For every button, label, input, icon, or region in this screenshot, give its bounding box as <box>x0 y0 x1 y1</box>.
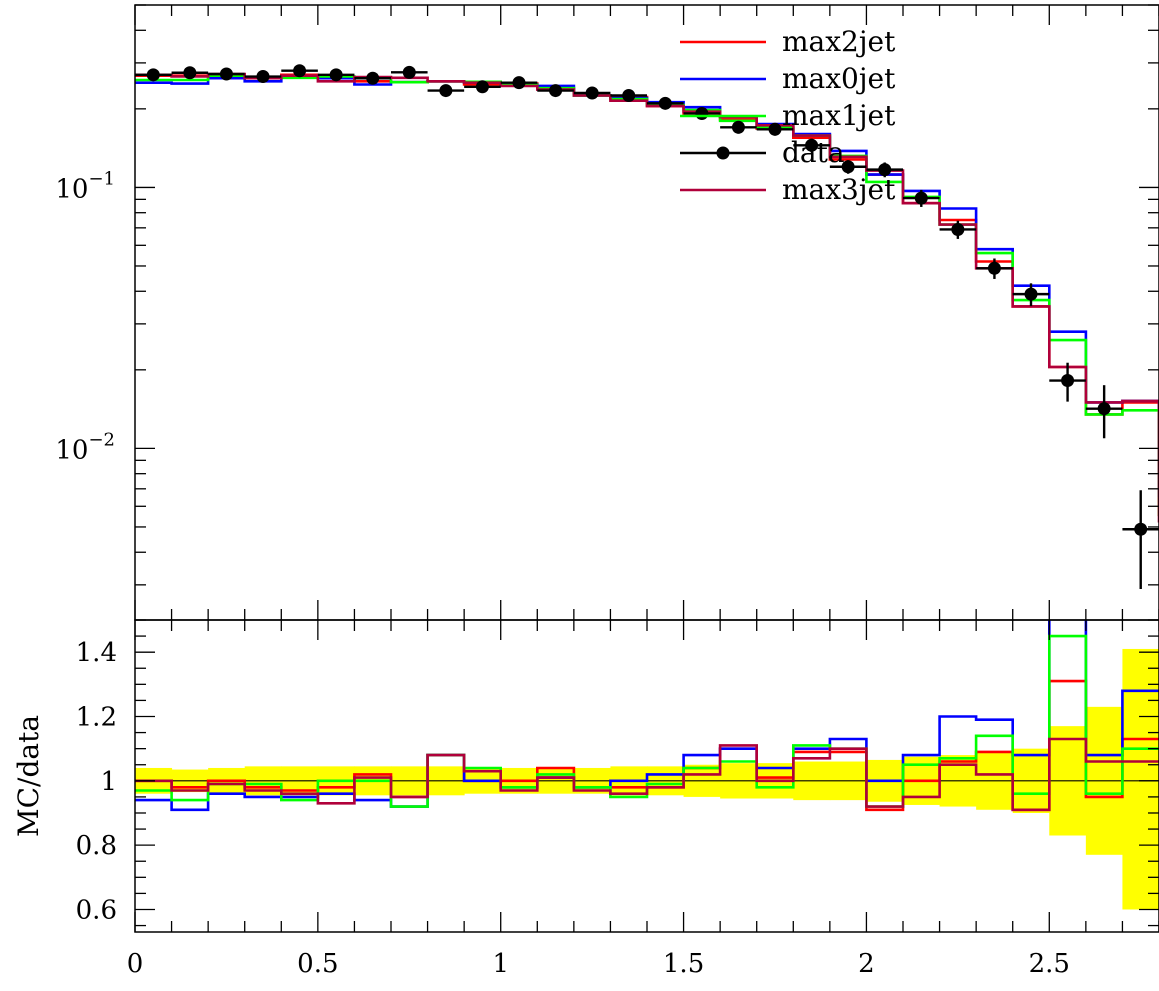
main-series-max3jet <box>135 72 1159 523</box>
x-tick-label: 1.5 <box>663 949 704 979</box>
ratio-band-bin <box>1122 648 1159 910</box>
data-point <box>391 65 428 79</box>
data-point <box>135 68 172 82</box>
data-point <box>1012 283 1050 307</box>
data-point-marker <box>1061 374 1075 388</box>
main-y-tick-base: 10 <box>55 174 88 204</box>
main-y-tick-base: 10 <box>55 435 88 465</box>
legend-entry-max2jet: max2jet <box>680 25 896 58</box>
data-point-marker <box>402 65 416 79</box>
main-series-max2jet <box>135 73 1159 517</box>
data-point-marker <box>1024 287 1038 301</box>
data-point-marker <box>366 71 380 85</box>
legend-label: max1jet <box>782 99 896 132</box>
legend-label: max2jet <box>782 25 896 58</box>
legend-marker <box>716 146 730 160</box>
x-tick-label: 2 <box>858 949 875 979</box>
data-point <box>573 86 611 100</box>
x-tick-label: 1 <box>492 949 509 979</box>
ratio-y-tick-label: 1.4 <box>76 638 117 668</box>
data-point-marker <box>549 84 563 98</box>
main-panel: 10−110−2 <box>55 4 1159 621</box>
main-series-max0jet <box>135 75 1159 498</box>
ratio-y-tick-label: 0.8 <box>76 831 117 861</box>
data-point <box>720 120 757 134</box>
data-point-marker <box>585 86 599 100</box>
data-point-marker <box>439 84 453 98</box>
legend-entry-max0jet: max0jet <box>680 62 896 95</box>
data-point-marker <box>658 96 672 110</box>
data-point <box>244 70 282 84</box>
data-point-marker <box>293 64 307 78</box>
data-point <box>1049 362 1086 402</box>
ratio-series-max1jet <box>135 634 1159 808</box>
main-y-tick-exponent: −2 <box>88 429 115 450</box>
legend-entry-max3jet: max3jet <box>680 173 896 206</box>
data-point <box>1085 385 1123 439</box>
data-point <box>537 84 574 98</box>
ratio-panel: 0.6 0.8 1 1.2 1.4 0 0.5 1 1.5 2 2.5 MC/data <box>12 619 1159 979</box>
data-point <box>500 76 538 90</box>
data-point-marker <box>329 68 343 82</box>
legend: max2jet max0jet max1jet data max3jet <box>680 25 896 206</box>
data-point-marker <box>256 70 270 84</box>
legend-label: max3jet <box>782 173 896 206</box>
data-point <box>647 96 684 110</box>
data-point-marker <box>987 261 1001 275</box>
data-point <box>793 138 830 153</box>
data-point <box>939 220 977 239</box>
main-plot-area <box>135 64 1159 590</box>
ratio-y-tick-label: 1 <box>100 767 117 797</box>
data-point <box>464 80 501 94</box>
legend-entry-data: data <box>680 136 845 169</box>
data-point <box>208 67 245 81</box>
main-y-tick-label: 10−1 <box>55 168 115 204</box>
data-point-marker <box>146 68 160 82</box>
data-point <box>281 64 318 78</box>
data-point <box>427 84 465 98</box>
ratio-plot-area <box>135 620 1159 910</box>
data-point <box>976 258 1013 279</box>
x-tick-label: 0.5 <box>297 949 338 979</box>
x-tick-label: 2.5 <box>1029 949 1070 979</box>
data-point-marker <box>1134 522 1148 536</box>
data-point-marker <box>951 222 965 236</box>
data-point-marker <box>183 66 197 80</box>
data-point-marker <box>878 163 892 177</box>
data-point-marker <box>914 191 928 205</box>
data-point-marker <box>1097 402 1111 416</box>
legend-label: max0jet <box>782 62 896 95</box>
ratio-y-tick-label: 0.6 <box>76 895 117 925</box>
ratio-series-max3jet <box>135 737 1159 812</box>
data-point <box>866 162 903 178</box>
data-point-marker <box>622 89 636 103</box>
data-point-marker <box>768 122 782 136</box>
main-series-max1jet <box>135 74 1159 517</box>
x-tick-label: 0 <box>127 949 144 979</box>
legend-label: data <box>782 136 845 169</box>
data-point <box>610 89 647 103</box>
data-point-marker <box>219 67 233 81</box>
data-point <box>829 160 867 174</box>
data-point-marker <box>841 160 855 174</box>
ratio-y-axis-title: MC/data <box>12 715 45 837</box>
data-point-marker <box>512 76 526 90</box>
data-point <box>317 68 355 82</box>
data-point <box>756 122 794 136</box>
ratio-y-tick-label: 1.2 <box>76 702 117 732</box>
data-point <box>354 71 391 85</box>
legend-entry-max1jet: max1jet <box>680 99 896 132</box>
data-point <box>1122 490 1159 590</box>
data-point <box>171 66 209 80</box>
data-point-marker <box>805 138 819 152</box>
data-point-marker <box>475 80 489 94</box>
data-point <box>903 189 940 207</box>
data-point-marker <box>731 120 745 134</box>
main-y-tick-label: 10−2 <box>55 429 115 465</box>
data-point-marker <box>695 106 709 120</box>
main-y-tick-exponent: −1 <box>88 168 115 189</box>
